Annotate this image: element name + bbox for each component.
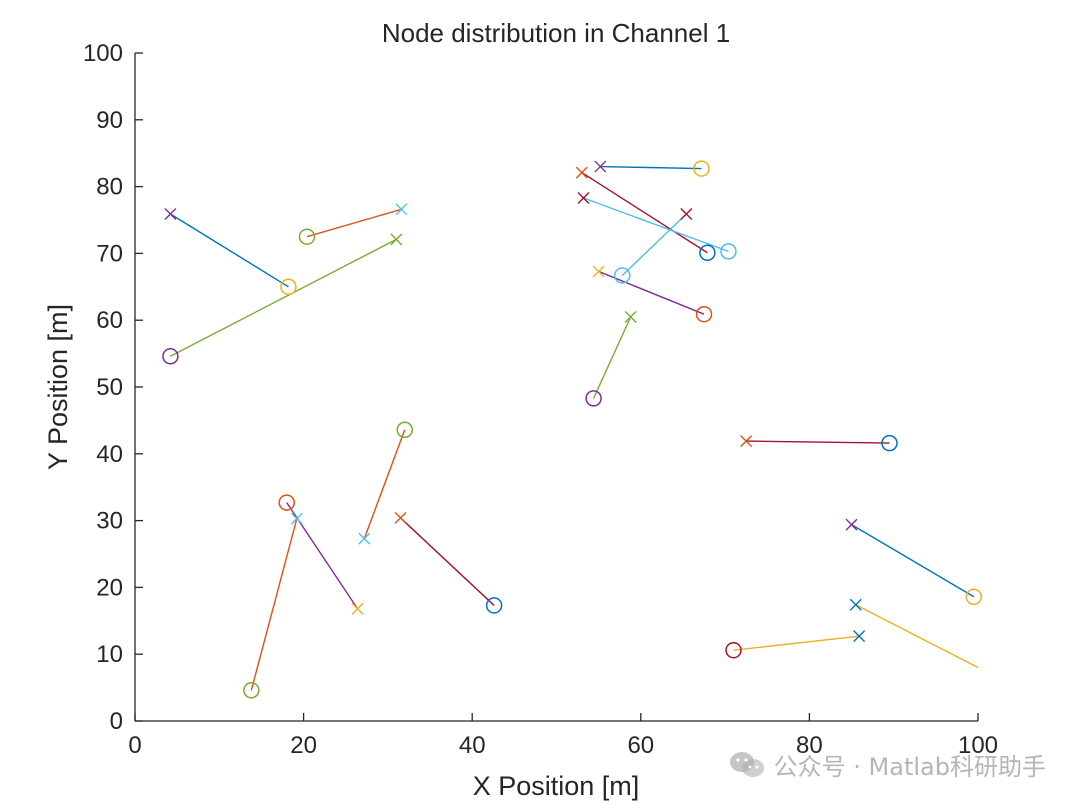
x-marker-stroke bbox=[594, 160, 607, 173]
x-marker-stroke bbox=[390, 233, 403, 246]
node-o-marker bbox=[278, 494, 295, 511]
link-line bbox=[170, 238, 397, 357]
node-o-marker bbox=[693, 160, 710, 177]
x-marker-stroke bbox=[394, 511, 407, 524]
wechat-icon bbox=[729, 751, 764, 777]
node-x-marker bbox=[624, 310, 637, 323]
node-x-marker bbox=[849, 598, 862, 611]
x-marker-stroke bbox=[351, 602, 364, 615]
node-x-marker bbox=[394, 511, 407, 524]
node-x-marker bbox=[164, 207, 177, 220]
y-tick-label: 90 bbox=[96, 107, 123, 134]
link-line bbox=[621, 213, 687, 276]
node-o-marker bbox=[243, 682, 260, 699]
node-x-marker bbox=[592, 265, 605, 278]
y-tick-label: 30 bbox=[96, 508, 123, 535]
node-x-marker bbox=[740, 435, 753, 448]
node-o-marker bbox=[485, 597, 503, 614]
y-tick-label: 100 bbox=[83, 40, 123, 67]
node-x-marker bbox=[680, 207, 693, 220]
node-o-marker bbox=[695, 305, 713, 323]
node-x-marker bbox=[594, 160, 607, 173]
y-tick-label: 0 bbox=[110, 708, 123, 735]
y-tick-label: 70 bbox=[96, 240, 123, 267]
node-x-marker bbox=[845, 518, 858, 531]
x-marker-stroke bbox=[290, 512, 303, 525]
node-x-marker bbox=[853, 630, 866, 643]
x-tick-label: 60 bbox=[627, 732, 654, 759]
link-line bbox=[851, 524, 975, 598]
node-x-marker bbox=[575, 166, 588, 179]
link-line bbox=[746, 440, 890, 444]
x-marker-stroke bbox=[164, 207, 177, 220]
node-o-marker bbox=[965, 588, 983, 606]
node-o-marker bbox=[720, 243, 737, 260]
node-x-marker bbox=[390, 233, 403, 246]
node-o-marker bbox=[725, 641, 742, 659]
link-line bbox=[306, 208, 402, 238]
x-tick-label: 80 bbox=[796, 732, 823, 759]
link-line bbox=[855, 604, 979, 669]
x-tick-label: 100 bbox=[958, 732, 998, 759]
node-x-marker bbox=[577, 191, 590, 204]
y-axis-label: Y Position [m] bbox=[43, 304, 73, 470]
node-o-marker bbox=[162, 348, 179, 365]
node-x-marker bbox=[290, 512, 303, 525]
x-marker-stroke bbox=[849, 598, 862, 611]
node-o-marker bbox=[614, 267, 631, 284]
y-tick-label: 20 bbox=[96, 574, 123, 601]
x-marker-stroke bbox=[740, 435, 753, 448]
node-o-marker bbox=[280, 278, 297, 296]
link-line bbox=[583, 197, 729, 253]
x-marker-stroke bbox=[395, 203, 408, 216]
node-o-marker bbox=[699, 244, 716, 261]
x-marker-stroke bbox=[358, 532, 371, 545]
link-line bbox=[592, 316, 632, 399]
node-o-marker bbox=[396, 421, 414, 439]
node-x-marker bbox=[358, 532, 371, 545]
node-o-marker bbox=[298, 228, 316, 245]
link-line bbox=[170, 213, 289, 288]
data-markers bbox=[162, 160, 983, 699]
node-o-marker bbox=[881, 434, 898, 452]
node-o-marker bbox=[585, 390, 602, 407]
x-marker-stroke bbox=[853, 630, 866, 643]
link-line bbox=[581, 171, 708, 254]
watermark-text: 公众号 · Matlab科研助手 bbox=[773, 753, 1046, 781]
x-marker-stroke bbox=[577, 191, 590, 204]
x-marker-stroke bbox=[680, 207, 693, 220]
x-marker-stroke bbox=[845, 518, 858, 531]
x-marker-stroke bbox=[624, 310, 637, 323]
link-line bbox=[250, 518, 298, 691]
watermark: 公众号 · Matlab科研助手 bbox=[728, 747, 1046, 782]
chart-title: Node distribution in Channel 1 bbox=[382, 18, 730, 48]
x-tick-label: 20 bbox=[290, 732, 317, 759]
x-tick-label: 0 bbox=[128, 732, 141, 759]
x-tick-label: 40 bbox=[459, 732, 486, 759]
y-tick-label: 60 bbox=[96, 307, 123, 334]
y-tick-label: 80 bbox=[96, 174, 123, 201]
axes: 0 20 40 60 80 100 0 10 20 30 40 50 60 70 80 90 100 bbox=[83, 40, 998, 759]
link-line bbox=[400, 517, 495, 606]
y-tick-label: 10 bbox=[96, 641, 123, 668]
link-line bbox=[733, 635, 860, 651]
node-x-marker bbox=[351, 602, 364, 615]
x-axis-label: X Position [m] bbox=[473, 771, 640, 801]
x-marker-stroke bbox=[592, 265, 605, 278]
node-x-marker bbox=[395, 203, 408, 216]
data-links bbox=[170, 165, 979, 691]
x-marker-stroke bbox=[575, 166, 588, 179]
link-line bbox=[600, 165, 702, 170]
y-tick-label: 50 bbox=[96, 374, 123, 401]
y-tick-label: 40 bbox=[96, 441, 123, 468]
link-line bbox=[363, 429, 406, 539]
